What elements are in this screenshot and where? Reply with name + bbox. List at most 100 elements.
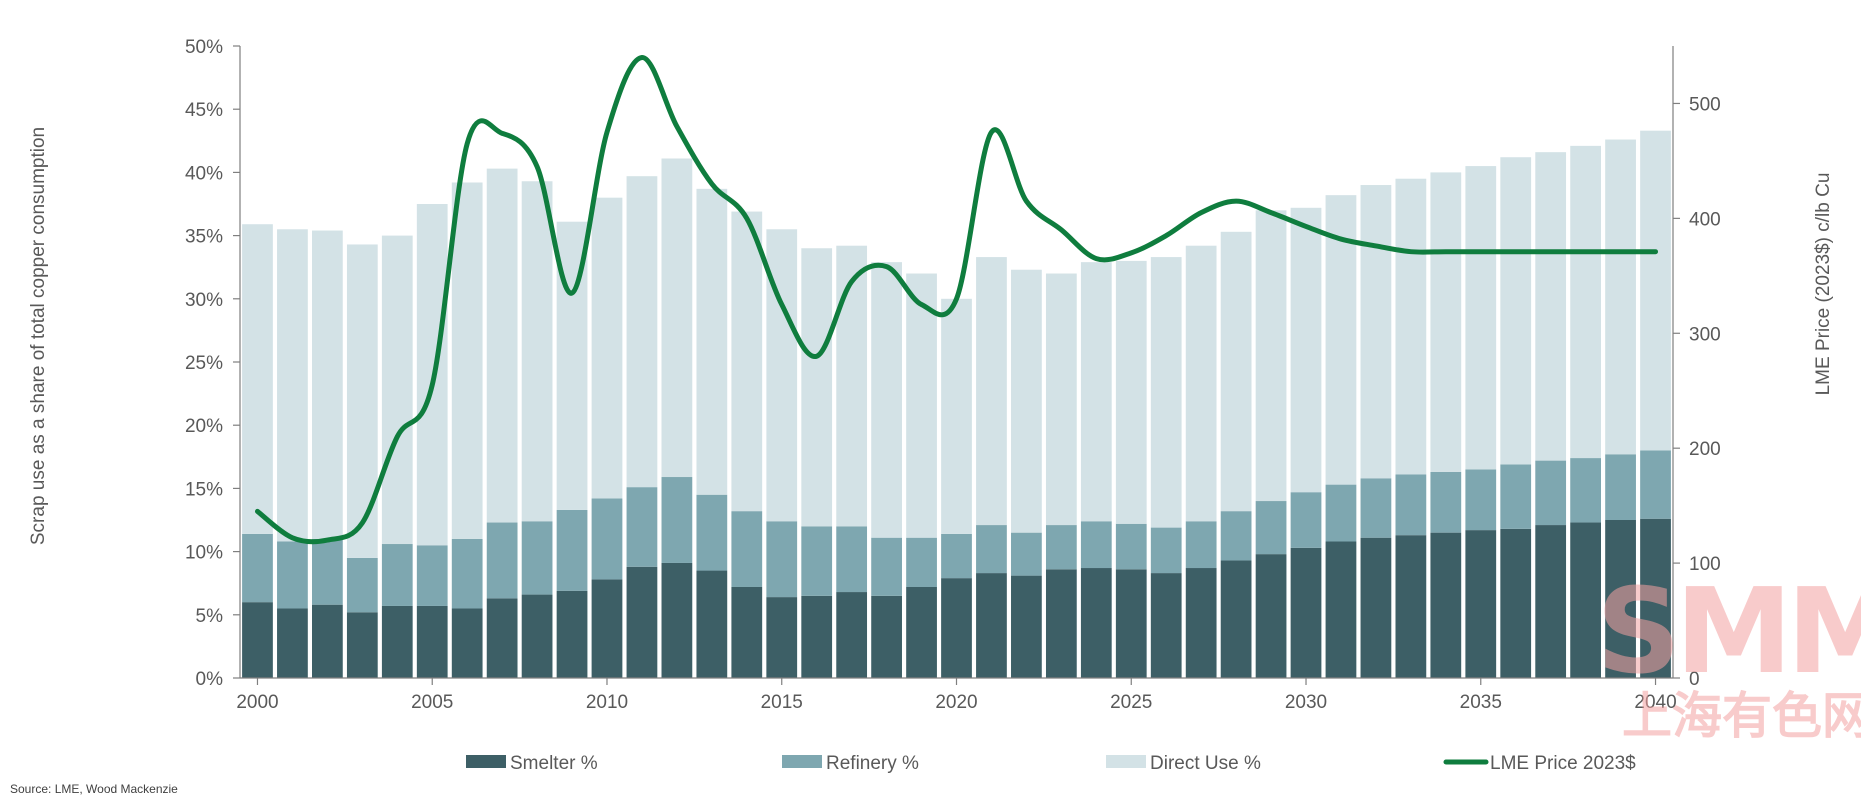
bar-smelter-2032	[1360, 537, 1392, 678]
bar-smelter-2024	[1080, 568, 1112, 678]
legend-swatch-refinery	[782, 755, 822, 768]
bar-smelter-2019	[906, 586, 937, 678]
bar-refinery-2012	[661, 477, 693, 563]
bar-refinery-2025	[1115, 523, 1147, 570]
bar-direct-use-2012	[661, 158, 693, 478]
bar-refinery-2007	[486, 522, 518, 599]
bar-refinery-2010	[591, 498, 623, 580]
bar-direct-use-2022	[1011, 269, 1042, 533]
y-tick-label: 20%	[185, 416, 223, 437]
bar-direct-use-2028	[1220, 231, 1252, 512]
bar-smelter-2039	[1605, 520, 1636, 678]
bar-direct-use-2017	[836, 245, 868, 527]
x-tick-label: 2030	[1285, 692, 1327, 713]
bar-refinery-2009	[556, 509, 588, 591]
bar-refinery-2018	[871, 537, 902, 596]
x-tick-label: 2040	[1634, 692, 1676, 713]
bar-smelter-2007	[486, 598, 518, 678]
line-layer	[254, 54, 1659, 545]
source-note: Source: LME, Wood Mackenzie	[10, 782, 178, 796]
bar-refinery-2013	[696, 494, 728, 571]
x-tick-label: 2020	[935, 692, 977, 713]
bar-refinery-2001	[277, 541, 308, 609]
bar-direct-use-2038	[1570, 145, 1601, 459]
y2-tick-label: 400	[1689, 209, 1721, 230]
bar-refinery-2002	[312, 538, 343, 605]
bar-refinery-2039	[1605, 454, 1636, 520]
y2-tick-label: 100	[1689, 554, 1721, 575]
bar-smelter-2038	[1570, 522, 1601, 678]
bar-layer	[242, 130, 1671, 678]
y-tick-label: 50%	[185, 37, 223, 58]
bar-refinery-2040	[1640, 450, 1671, 519]
bar-smelter-2022	[1011, 575, 1042, 678]
bar-refinery-2020	[941, 533, 972, 579]
bar-smelter-2026	[1150, 573, 1182, 678]
x-tick-label: 2025	[1110, 692, 1152, 713]
bar-smelter-2000	[242, 602, 273, 678]
legend-label-refinery: Refinery %	[826, 753, 919, 774]
watermark-logo: SMM	[1596, 562, 1861, 700]
bar-refinery-2016	[801, 526, 833, 596]
line-lme-price	[254, 54, 1659, 545]
bar-direct-use-2002	[312, 230, 343, 539]
bar-direct-use-2029	[1255, 210, 1287, 502]
bar-smelter-2034	[1430, 532, 1462, 678]
legend-label-direct-use: Direct Use %	[1150, 753, 1261, 774]
y2-tick-label: 200	[1689, 439, 1721, 460]
bar-refinery-2036	[1500, 464, 1532, 529]
x-tick-label: 2035	[1460, 692, 1502, 713]
bar-refinery-2000	[242, 533, 273, 603]
y-axis-title: Scrap use as a share of total copper con…	[28, 127, 49, 545]
bar-direct-use-2037	[1535, 152, 1567, 461]
bar-refinery-2023	[1045, 525, 1077, 570]
bar-direct-use-2026	[1150, 257, 1182, 528]
legend-swatch-direct-use	[1106, 755, 1146, 768]
y-tick-label: 10%	[185, 543, 223, 564]
x-tick-label: 2000	[236, 692, 278, 713]
bar-refinery-2003	[346, 557, 378, 613]
bar-direct-use-2018	[871, 262, 902, 538]
bar-refinery-2027	[1185, 521, 1217, 569]
watermark-subtitle: 上海有色网	[1622, 687, 1861, 745]
bar-smelter-2011	[626, 566, 658, 678]
bar-direct-use-2032	[1360, 185, 1392, 479]
bar-refinery-2017	[836, 526, 868, 593]
bar-smelter-2018	[871, 595, 902, 678]
bar-direct-use-2014	[731, 211, 763, 512]
bar-direct-use-2016	[801, 248, 833, 527]
bar-refinery-2019	[906, 537, 937, 587]
bar-direct-use-2020	[941, 298, 972, 534]
bar-smelter-2004	[381, 605, 413, 678]
bar-direct-use-2004	[381, 235, 413, 545]
bar-smelter-2005	[416, 605, 448, 678]
bar-direct-use-2036	[1500, 157, 1532, 465]
bar-refinery-2030	[1290, 492, 1322, 548]
y-tick-label: 5%	[196, 606, 224, 627]
bar-direct-use-2011	[626, 176, 658, 488]
bar-refinery-2031	[1325, 484, 1357, 542]
bar-refinery-2032	[1360, 478, 1392, 538]
bar-smelter-2015	[766, 597, 798, 678]
bar-smelter-2028	[1220, 560, 1252, 678]
bar-direct-use-2003	[346, 244, 378, 558]
bar-refinery-2008	[521, 521, 553, 595]
y-tick-label: 15%	[185, 479, 223, 500]
bar-smelter-2035	[1465, 530, 1497, 678]
bar-refinery-2022	[1011, 532, 1042, 576]
x-tick-label: 2015	[761, 692, 803, 713]
bar-refinery-2026	[1150, 527, 1182, 574]
bar-direct-use-2001	[277, 229, 308, 542]
bar-refinery-2035	[1465, 469, 1497, 531]
watermark: SMM 上海有色网	[1596, 562, 1861, 745]
bar-refinery-2006	[451, 538, 483, 609]
bar-smelter-2040	[1640, 518, 1671, 678]
bar-smelter-2021	[976, 573, 1007, 678]
bar-direct-use-2006	[451, 182, 483, 539]
bar-refinery-2015	[766, 521, 798, 598]
legend-label-lme-price-2023: LME Price 2023$	[1490, 753, 1636, 774]
bar-direct-use-2019	[906, 273, 937, 538]
bar-refinery-2037	[1535, 460, 1567, 526]
y-tick-label: 30%	[185, 290, 223, 311]
bar-direct-use-2013	[696, 188, 728, 495]
